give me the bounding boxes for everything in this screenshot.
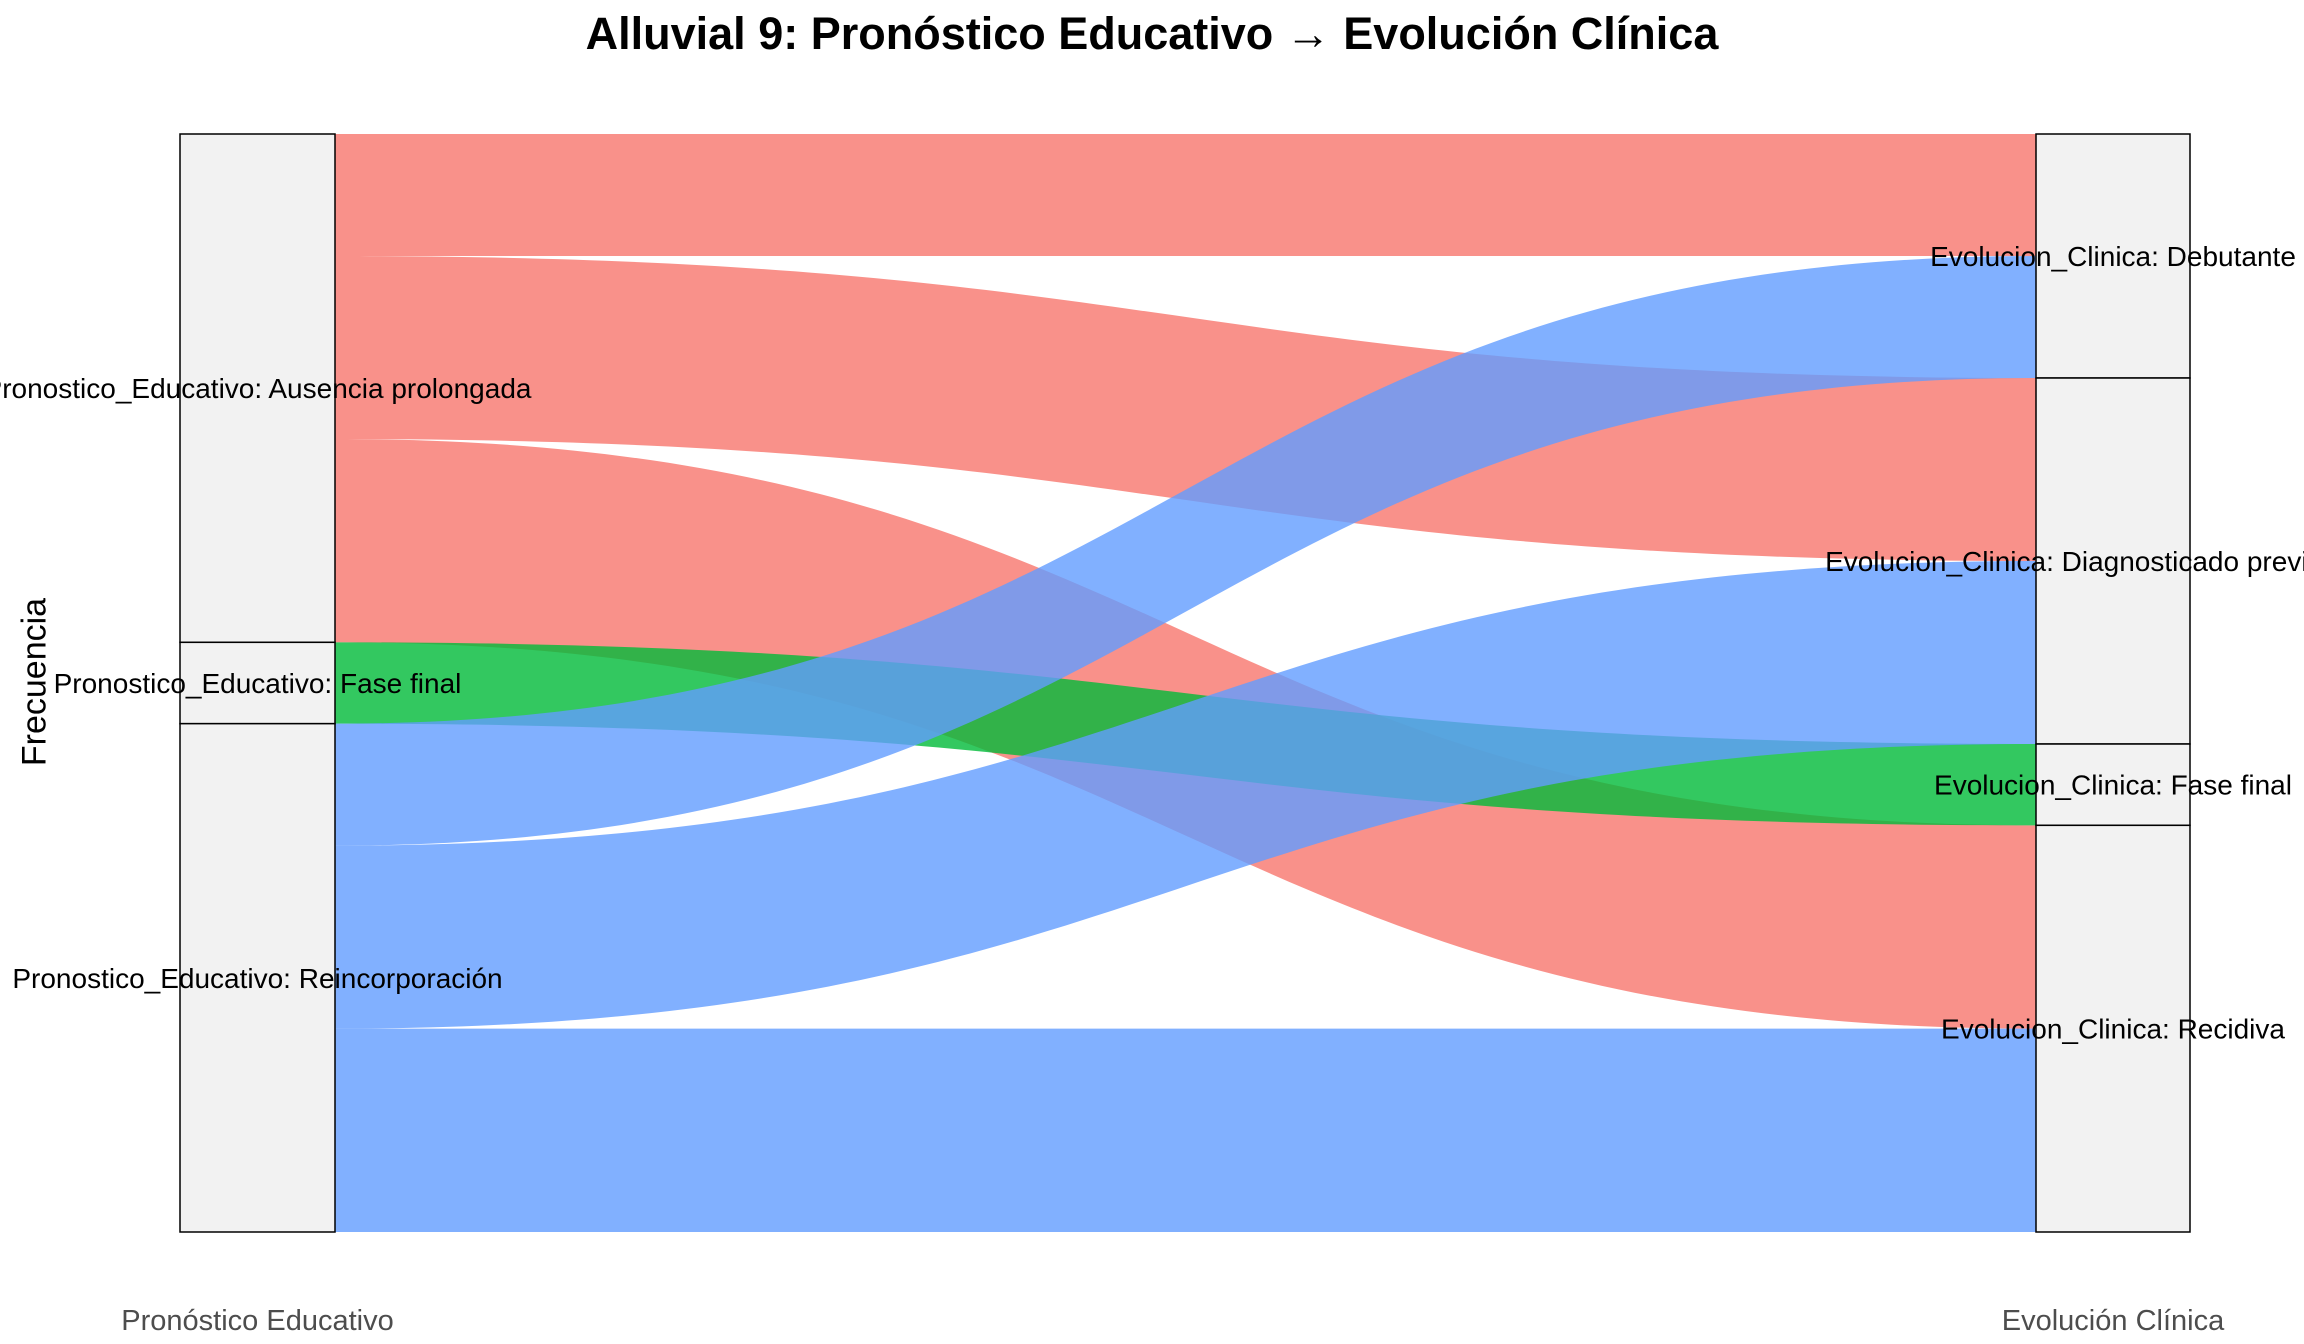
right-stratum-fase-final <box>2035 743 2191 827</box>
right-stratum-label: Evolucion_Clinica: Diagnosticado previam… <box>1825 546 2304 577</box>
right-stratum-debutante <box>2035 133 2191 379</box>
right-stratum-diagnosticado-previamente <box>2035 377 2191 745</box>
left-stratum-ausencia-prolongada <box>179 133 336 644</box>
left-stratum-label: Pronostico_Educativo: Reincorporación <box>12 963 502 994</box>
strata-layer <box>179 133 2191 1233</box>
right-stratum-label: Evolucion_Clinica: Debutante <box>1930 241 2296 272</box>
x-axis-label-right: Evolución Clínica <box>2002 1305 2225 1337</box>
left-stratum-reincorporacion <box>179 722 336 1233</box>
chart-title: Alluvial 9: Pronóstico Educativo → Evolu… <box>585 8 1719 59</box>
right-stratum-label: Evolucion_Clinica: Recidiva <box>1941 1014 2285 1045</box>
flow-reincorporacion-to-debutante <box>335 256 2036 846</box>
flows-layer <box>335 134 2036 1232</box>
flow-reincorporacion-to-diagnosticado-previamente <box>335 561 2036 1029</box>
labels-layer: Pronostico_Educativo: Ausencia prolongad… <box>0 241 2304 1337</box>
flow-ausencia-prolongada-to-debutante <box>335 134 2036 256</box>
right-stratum-label: Evolucion_Clinica: Fase final <box>1934 770 2292 801</box>
right-stratum-recidiva <box>2035 824 2191 1233</box>
left-stratum-fase-final <box>179 641 336 725</box>
x-axis-label-left: Pronóstico Educativo <box>121 1305 393 1337</box>
left-stratum-label: Pronostico_Educativo: Fase final <box>54 668 462 699</box>
left-stratum-label: Pronostico_Educativo: Ausencia prolongad… <box>0 373 532 404</box>
flow-reincorporacion-to-recidiva <box>335 1028 2036 1232</box>
flow-ausencia-prolongada-to-diagnosticado-previamente <box>335 256 2036 561</box>
